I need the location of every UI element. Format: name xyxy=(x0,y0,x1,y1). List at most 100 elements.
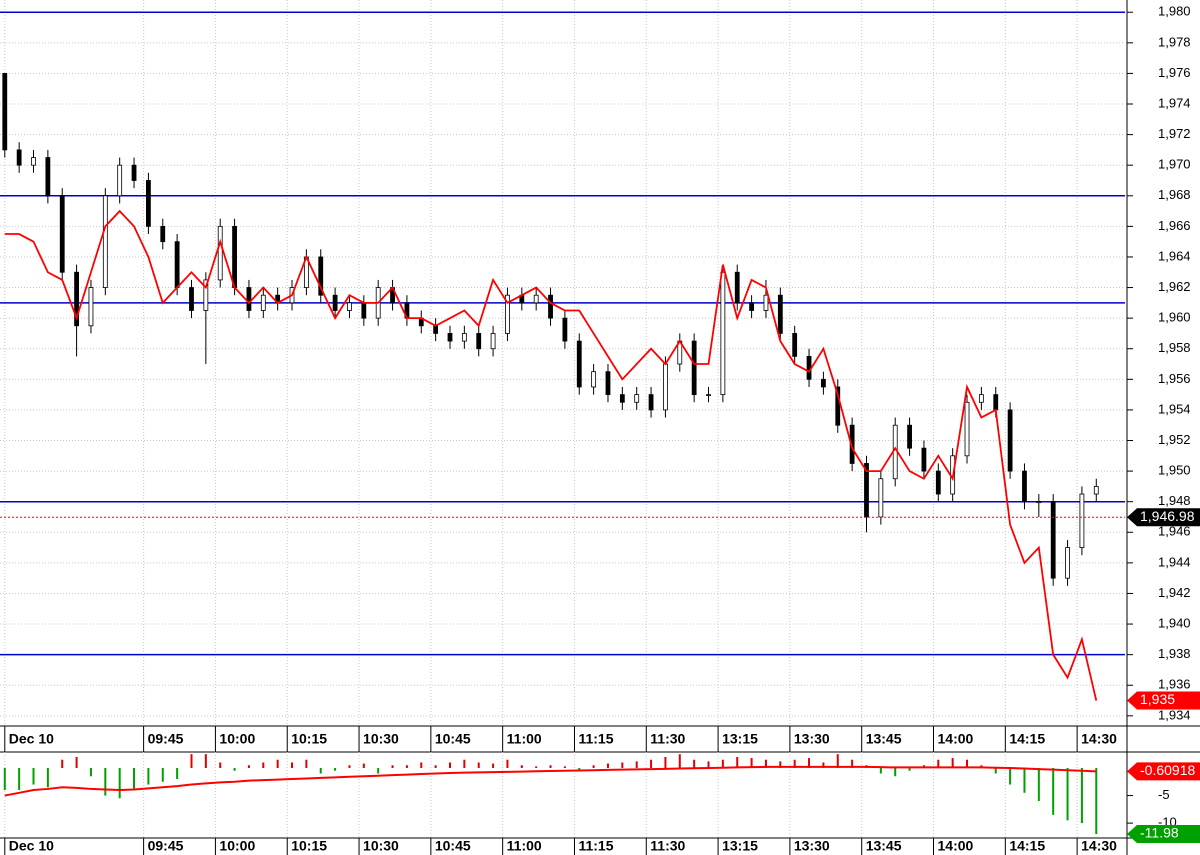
x-tick-label: 11:15 xyxy=(578,838,613,854)
x-tick-label: 09:45 xyxy=(148,731,184,747)
histogram-bar xyxy=(75,756,78,768)
x-tick-label: 14:30 xyxy=(1081,731,1117,747)
candle-body xyxy=(332,294,338,311)
y-tick-label: 1,966 xyxy=(1158,218,1191,233)
x-tick-label: 09:45 xyxy=(148,838,184,854)
histogram-bar xyxy=(391,765,394,768)
histogram-bar xyxy=(118,767,121,799)
histogram-bar xyxy=(377,767,380,774)
candle-body xyxy=(720,271,726,396)
histogram-bar xyxy=(822,762,825,768)
candle-body xyxy=(849,424,855,464)
histogram-bar xyxy=(966,759,969,768)
x-tick-label: 10:45 xyxy=(435,838,471,854)
y-tick-label: 1,938 xyxy=(1158,646,1191,661)
candle-body xyxy=(993,394,999,411)
price-marker xyxy=(1127,508,1200,527)
histogram-bar xyxy=(851,759,854,768)
candle-body xyxy=(160,225,166,243)
y-tick-label: 1,944 xyxy=(1158,554,1191,569)
y-tick-label: 1,936 xyxy=(1158,677,1191,692)
histogram-bar xyxy=(161,767,164,782)
candle-body xyxy=(1079,493,1085,548)
indicator-line xyxy=(4,209,1098,701)
candle-body xyxy=(347,302,352,311)
histogram-bar xyxy=(190,754,193,768)
histogram-bar xyxy=(1095,767,1098,835)
x-tick-label: 10:15 xyxy=(291,838,327,854)
candle-body xyxy=(102,195,108,288)
y-tick-label: 1,974 xyxy=(1158,95,1191,110)
histogram-bar xyxy=(721,759,724,768)
histogram-bar xyxy=(707,761,710,768)
histogram-bar xyxy=(348,765,351,768)
candle-body xyxy=(59,195,65,273)
histogram-bar xyxy=(951,758,954,768)
candle-body xyxy=(921,447,927,472)
histogram-bar xyxy=(520,765,523,768)
candle-body xyxy=(1007,409,1013,472)
histogram-bar xyxy=(305,759,308,768)
y-tick-label: 1,976 xyxy=(1158,65,1191,80)
histogram-bar xyxy=(736,756,739,768)
candle-body xyxy=(246,287,252,311)
y-tick-label: 1,954 xyxy=(1158,401,1191,416)
price-marker-label: 1,935 xyxy=(1140,691,1175,707)
candle-body xyxy=(533,294,539,304)
candle-body xyxy=(777,294,783,334)
y-tick-label: 1,956 xyxy=(1158,371,1191,386)
x-tick-label: 10:00 xyxy=(219,838,255,854)
histogram-bar xyxy=(262,762,265,768)
x-tick-label: 14:00 xyxy=(938,731,974,747)
candle-body xyxy=(74,271,79,327)
histogram-bar xyxy=(1052,767,1055,815)
histogram-bar xyxy=(549,765,552,768)
histogram-bar xyxy=(1080,767,1083,824)
x-tick-label: 11:30 xyxy=(650,731,685,747)
histogram-bar xyxy=(779,761,782,768)
histogram-bar xyxy=(908,767,911,771)
candle-body xyxy=(792,333,798,357)
candle-body xyxy=(634,394,640,403)
histogram-bar xyxy=(32,767,35,785)
histogram-bar xyxy=(334,767,337,771)
histogram-bar xyxy=(650,759,653,768)
y-tick-label: 1,942 xyxy=(1158,585,1191,600)
histogram-bar xyxy=(635,761,638,768)
histogram-bar xyxy=(319,767,322,774)
histogram-bar xyxy=(836,754,839,768)
y-tick-label: 1,958 xyxy=(1158,340,1191,355)
histogram-bar xyxy=(563,766,566,768)
candle-body xyxy=(734,271,740,304)
candle-body xyxy=(1022,470,1027,503)
candle-body xyxy=(217,225,223,281)
histogram-bar xyxy=(362,763,365,768)
x-tick-label: 13:15 xyxy=(722,838,758,854)
candle-body xyxy=(1065,547,1070,579)
candle-body xyxy=(203,279,209,311)
candle-body xyxy=(260,294,266,311)
candle-body xyxy=(706,394,711,397)
histogram-bar xyxy=(204,754,207,768)
candle-body xyxy=(763,294,769,311)
candle-body xyxy=(2,73,8,151)
candle-body xyxy=(878,478,884,518)
candle-body xyxy=(548,294,553,319)
price-marker-label: -0.60918 xyxy=(1140,762,1195,778)
candle-body xyxy=(433,325,439,334)
candle-body xyxy=(576,340,582,388)
histogram-bar xyxy=(492,763,495,768)
histogram-bar xyxy=(61,759,64,768)
histogram-bar xyxy=(434,765,437,768)
candle-body xyxy=(691,340,697,396)
histogram-bar xyxy=(764,759,767,768)
histogram-bar xyxy=(291,762,294,768)
price-marker xyxy=(1127,691,1200,710)
candle-body xyxy=(232,225,237,288)
histogram-bar xyxy=(133,767,136,791)
histogram-bar xyxy=(879,767,882,774)
candle-body xyxy=(562,317,568,342)
candle-body xyxy=(490,333,496,350)
x-tick-label: 10:00 xyxy=(219,731,255,747)
